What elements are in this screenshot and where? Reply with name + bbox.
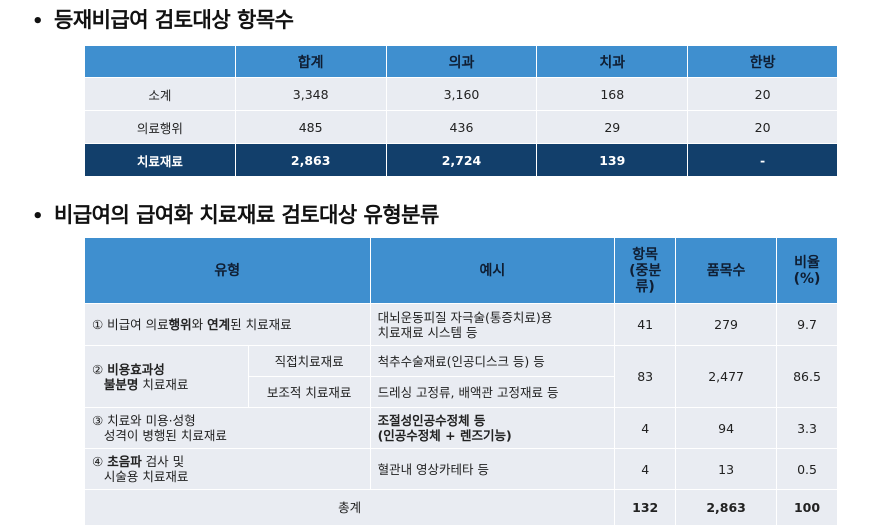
bullet-icon: • <box>32 206 44 227</box>
section2-heading: • 비급여의 급여화 치료재료 검토대상 유형분류 <box>32 199 439 229</box>
subtype-cell: 보조적 치료재료 <box>247 376 371 408</box>
row-label: 치료재료 <box>84 143 236 177</box>
cell-total: 2,863 <box>234 143 387 177</box>
type-cell: ④ 초음파 검사 및 시술용 치료재료 <box>84 448 371 490</box>
example-cell: 혈관내 영상카테타 등 <box>369 448 616 490</box>
header-dental: 치과 <box>536 45 689 78</box>
example-cell: 드레싱 고정류, 배액관 고정재료 등 <box>369 376 616 408</box>
header-medical: 의과 <box>385 45 538 78</box>
cell-ratio: 0.5 <box>776 448 838 490</box>
cell-oriental: 20 <box>687 110 838 144</box>
section1-title: 등재비급여 검토대상 항목수 <box>54 8 294 32</box>
table-header-row: 합계 의과 치과 한방 <box>84 45 838 78</box>
cell-dental: 139 <box>536 143 689 177</box>
header-total: 합계 <box>234 45 387 78</box>
cell-items: 83 <box>614 345 677 408</box>
table-row: ④ 초음파 검사 및 시술용 치료재료 혈관내 영상카테타 등 4 13 0.5 <box>84 448 838 490</box>
cell-items: 132 <box>614 489 677 526</box>
table-row: ② 비용효과성 불분명 치료재료 직접치료재료 척추수술재료(인공디스크 등) … <box>84 345 838 408</box>
header-items: 항목 (중분 류) <box>614 237 677 304</box>
cell-ratio: 9.7 <box>776 303 838 346</box>
section1-heading: • 등재비급여 검토대상 항목수 <box>32 4 294 34</box>
cell-medical: 436 <box>385 110 538 144</box>
table-header-row: 유형 예시 항목 (중분 류) 품목수 비율 (%) <box>84 237 838 304</box>
cell-products: 279 <box>675 303 778 346</box>
cell-items: 41 <box>614 303 677 346</box>
type-cell: ① 비급여 의료행위와 연계된 치료재료 <box>84 303 371 346</box>
cell-items: 4 <box>614 407 677 449</box>
header-oriental: 한방 <box>687 45 838 78</box>
cell-dental: 29 <box>536 110 689 144</box>
header-products: 품목수 <box>675 237 778 304</box>
cell-oriental: - <box>687 143 838 177</box>
cell-medical: 2,724 <box>385 143 538 177</box>
type-cell: ② 비용효과성 불분명 치료재료 <box>84 345 249 408</box>
table-row: ① 비급여 의료행위와 연계된 치료재료 대뇌운동피질 자극술(통증치료)용 치료… <box>84 303 838 346</box>
header-type: 유형 <box>84 237 371 304</box>
table-row-highlight: 치료재료 2,863 2,724 139 - <box>84 143 838 177</box>
classification-table: 유형 예시 항목 (중분 류) 품목수 비율 (%) ① 비급여 의료행위와 연… <box>83 237 838 526</box>
table-row: 소계 3,348 3,160 168 20 <box>84 77 838 111</box>
cell-total: 485 <box>234 110 387 144</box>
row-label: 의료행위 <box>84 110 236 144</box>
header-example: 예시 <box>369 237 616 304</box>
item-count-table: 합계 의과 치과 한방 소계 3,348 3,160 168 20 의료행위 4… <box>84 45 838 177</box>
section2-title: 비급여의 급여화 치료재료 검토대상 유형분류 <box>54 203 439 227</box>
cell-total: 3,348 <box>234 77 387 111</box>
header-ratio: 비율 (%) <box>776 237 838 304</box>
cell-ratio: 100 <box>776 489 838 526</box>
cell-dental: 168 <box>536 77 689 111</box>
example-cell: 대뇌운동피질 자극술(통증치료)용 치료재료 시스템 등 <box>369 303 616 346</box>
cell-items: 4 <box>614 448 677 490</box>
bullet-icon: • <box>32 11 44 32</box>
row-label: 소계 <box>84 77 236 111</box>
table-total-row: 총계 132 2,863 100 <box>83 489 838 526</box>
subtype-cell: 직접치료재료 <box>247 345 371 377</box>
header-corner <box>84 45 236 78</box>
cell-products: 94 <box>675 407 778 449</box>
cell-oriental: 20 <box>687 77 838 111</box>
total-label: 총계 <box>83 489 616 526</box>
table-row: 의료행위 485 436 29 20 <box>84 110 838 144</box>
cell-products: 2,477 <box>675 345 778 408</box>
table-row: ③ 치료와 미용·성형 성격이 병행된 치료재료 조절성인공수정체 등 (인공수정… <box>84 407 838 449</box>
cell-ratio: 86.5 <box>776 345 838 408</box>
table-row: 보조적 치료재료 드레싱 고정류, 배액관 고정재료 등 <box>85 376 838 408</box>
example-cell: 조절성인공수정체 등 (인공수정체 + 렌즈기능) <box>369 407 616 449</box>
cell-ratio: 3.3 <box>776 407 838 449</box>
cell-medical: 3,160 <box>385 77 538 111</box>
cell-products: 2,863 <box>675 489 778 526</box>
example-cell: 척추수술재료(인공디스크 등) 등 <box>369 345 616 377</box>
cell-products: 13 <box>675 448 778 490</box>
type-cell: ③ 치료와 미용·성형 성격이 병행된 치료재료 <box>84 407 371 449</box>
